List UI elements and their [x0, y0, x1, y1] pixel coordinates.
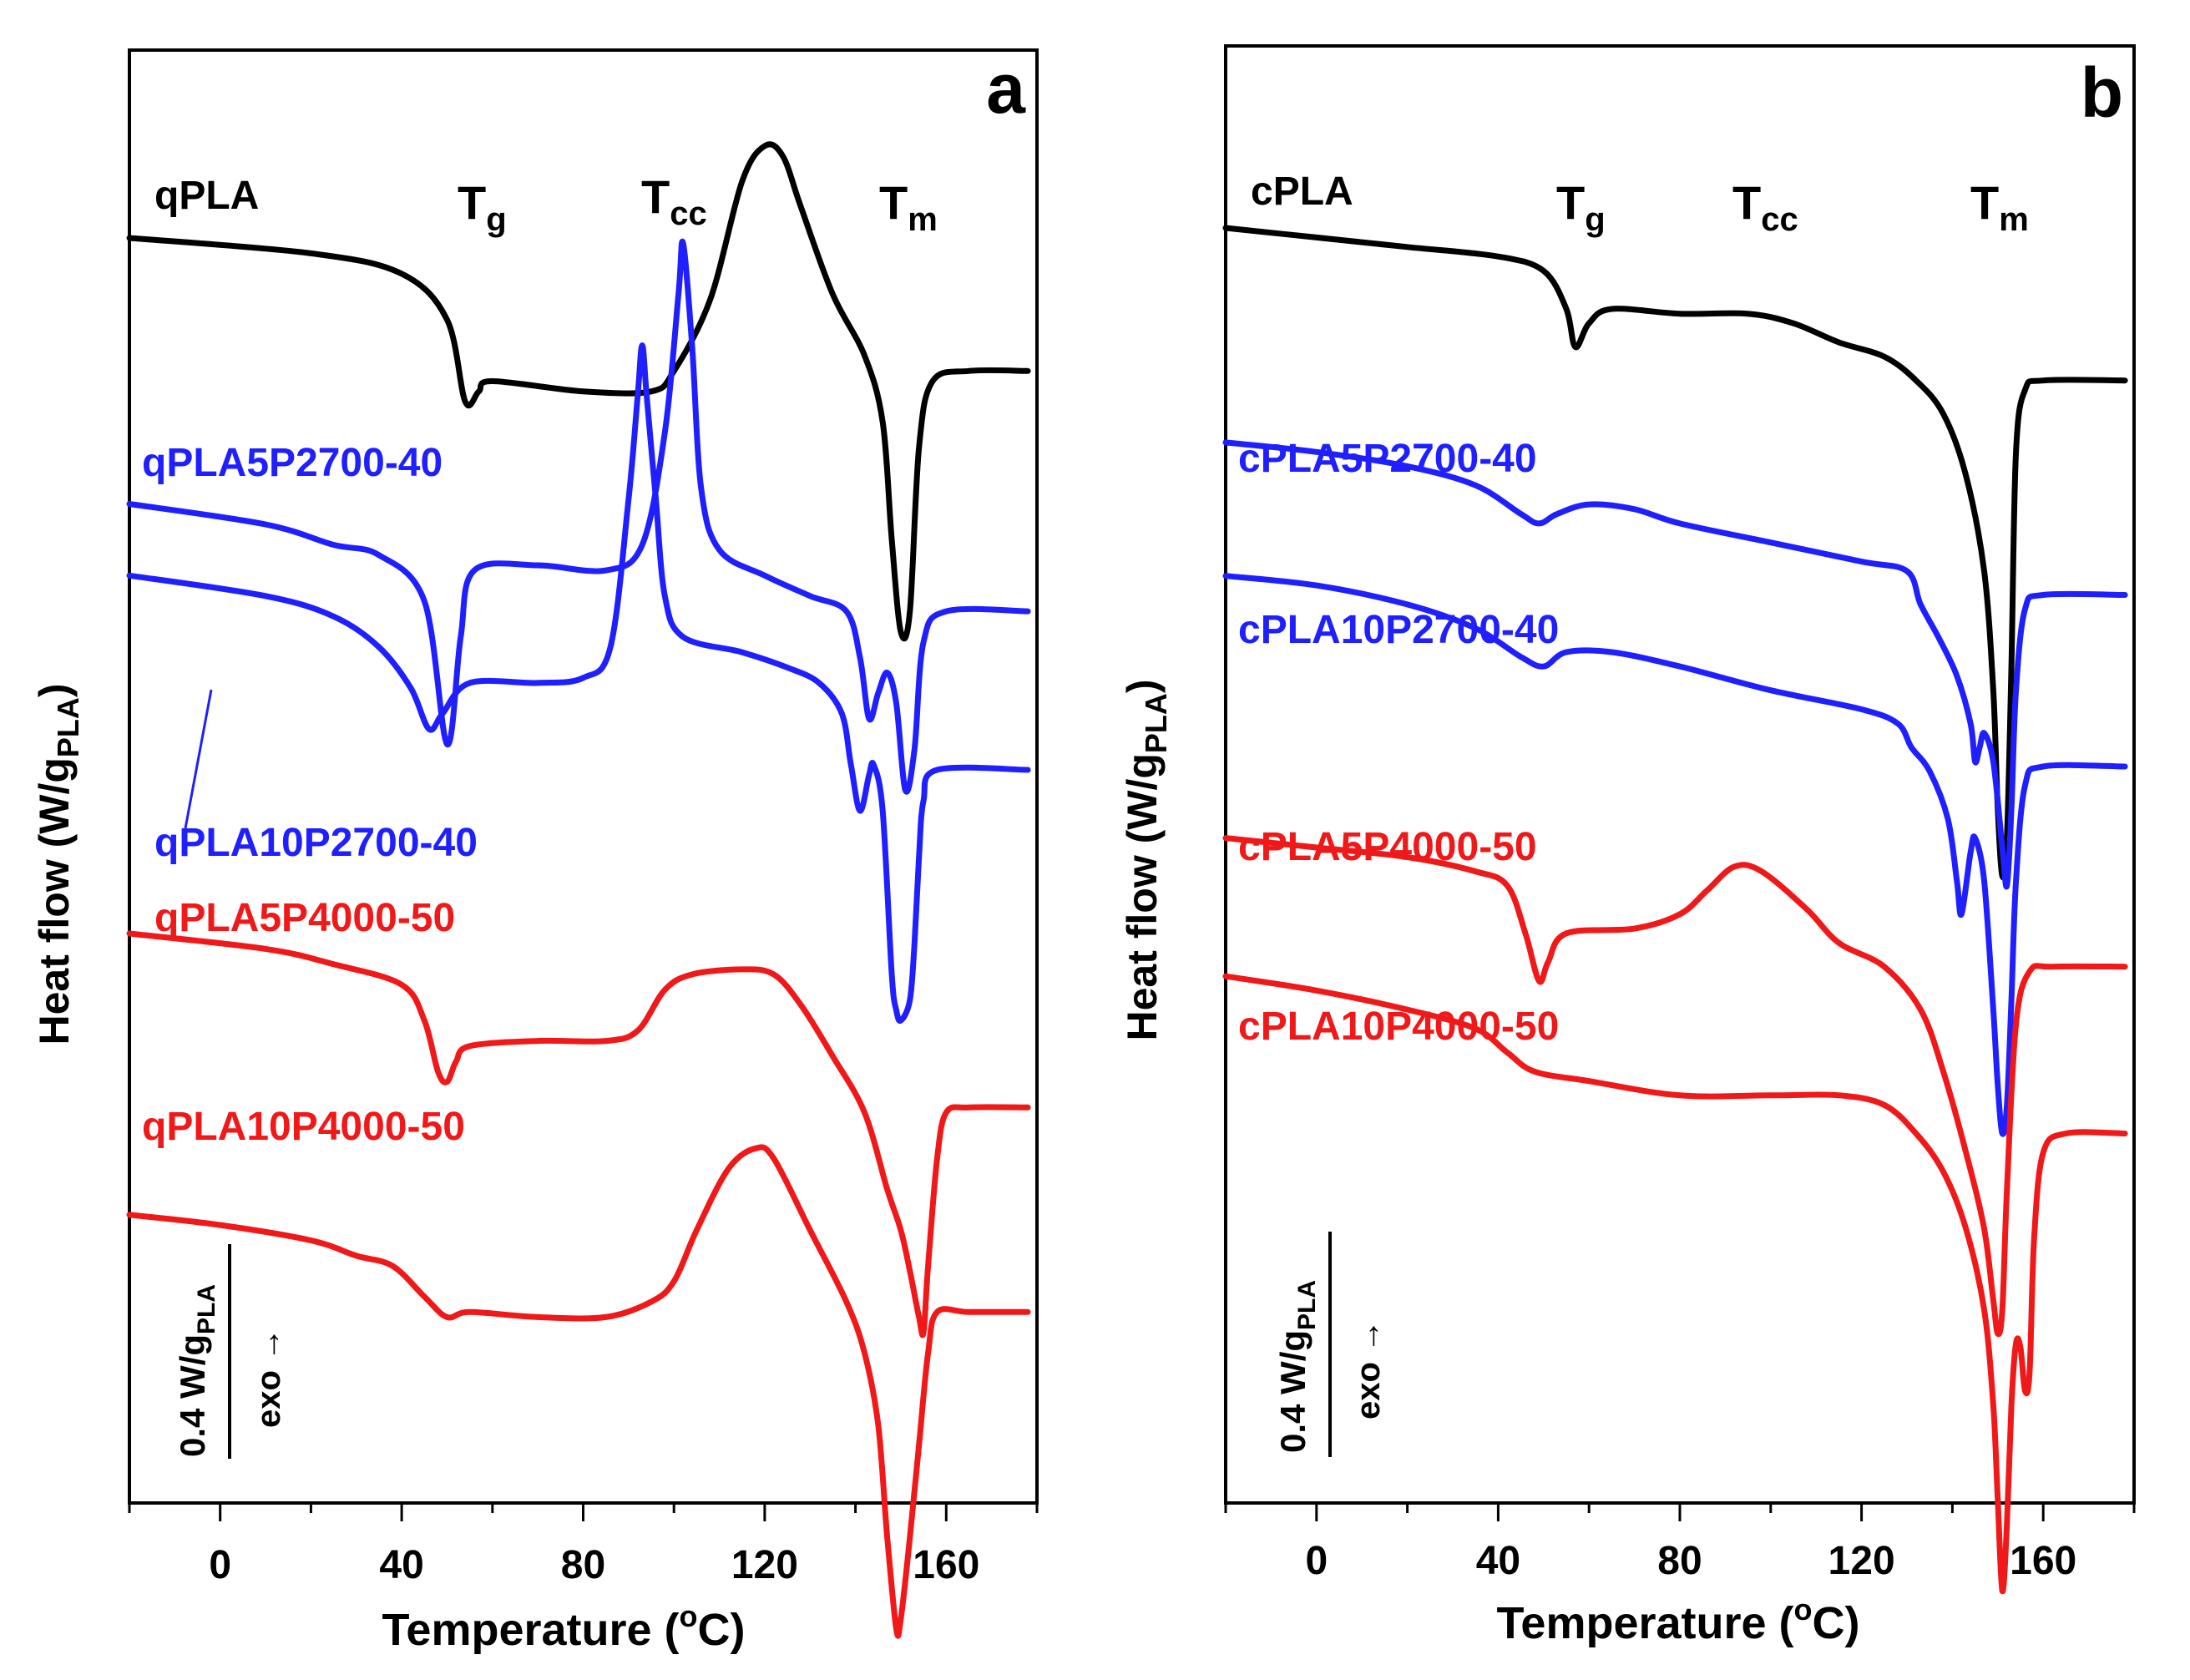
- series-label: qPLA10P4000-50: [142, 1105, 465, 1149]
- series-line-cpla: [1222, 225, 2128, 881]
- x-axis-label: Temperature (oC): [382, 1599, 745, 1655]
- series-line-cpla10p2700-40: [1222, 573, 2128, 1137]
- scale-bar-label: 0.4 W/gPLA: [173, 1284, 220, 1457]
- series-label: cPLA10P4000-50: [1238, 1004, 1559, 1049]
- series-line-qpla5p4000-50: [126, 930, 1031, 1338]
- series-line-qpla: [126, 141, 1031, 642]
- series-label: cPLA5P2700-40: [1238, 437, 1537, 481]
- tg-label: Tg: [1556, 176, 1606, 238]
- series-label: qPLA5P2700-40: [142, 441, 443, 485]
- panel-label: a: [986, 49, 1026, 128]
- x-ticks: 0 40 80 120 160: [128, 1503, 1039, 1587]
- series-line-qpla5p2700-40: [126, 238, 1031, 795]
- exo-label: exo →: [1350, 1319, 1387, 1419]
- x-tick-label: 0: [209, 1543, 231, 1587]
- series-label: qPLA10P2700-40: [154, 821, 478, 865]
- y-axis-label: Heat flow (W/gPLA): [31, 683, 85, 1045]
- tm-label: Tm: [1970, 176, 2029, 238]
- x-tick-label: 0: [1305, 1539, 1328, 1583]
- exo-label: exo →: [250, 1328, 287, 1428]
- x-axis-label: Temperature (oC): [1496, 1592, 1859, 1648]
- tm-label: Tm: [879, 176, 938, 238]
- series-line-cpla5p2700-40: [1222, 439, 2128, 890]
- curves: [126, 141, 1031, 1639]
- x-tick-label: 160: [913, 1543, 979, 1587]
- x-tick-label: 80: [561, 1543, 605, 1587]
- label-pointer-line: [184, 689, 213, 829]
- series-label: qPLA: [154, 174, 259, 218]
- x-tick-label: 120: [1828, 1539, 1895, 1583]
- x-tick-label: 40: [1476, 1539, 1520, 1583]
- tg-label: Tg: [458, 176, 507, 238]
- x-ticks: 0 40 80 120 160: [1224, 1503, 2136, 1583]
- scale-bar-label: 0.4 W/gPLA: [1273, 1280, 1321, 1453]
- x-tick-label: 160: [2010, 1539, 2076, 1583]
- series-label: cPLA: [1251, 170, 1353, 214]
- series-line-cpla10p4000-50: [1222, 973, 2128, 1595]
- x-tick-label: 80: [1657, 1539, 1702, 1583]
- panel-a: a Heat flow (W/gPLA) Temperature (oC) Tg…: [31, 48, 1039, 1655]
- x-tick-label: 40: [379, 1543, 423, 1587]
- series-line-cpla5p4000-50: [1222, 835, 2128, 1338]
- x-tick-label: 120: [731, 1543, 798, 1587]
- series-label: cPLA10P2700-40: [1238, 608, 1559, 652]
- series-label: qPLA5P4000-50: [154, 896, 455, 940]
- panel-b: b Heat flow (W/gPLA) Temperature (oC) Tg…: [1119, 44, 2136, 1648]
- tcc-label: Tcc: [1732, 176, 1798, 238]
- panel-label: b: [2081, 53, 2123, 132]
- y-axis-label: Heat flow (W/gPLA): [1119, 679, 1173, 1040]
- curves: [1222, 225, 2128, 1595]
- series-label: cPLA5P4000-50: [1238, 825, 1537, 869]
- series-line-qpla10p2700-40: [126, 342, 1031, 1025]
- series-labels: cPLA cPLA5P2700-40 cPLA10P2700-40 cPLA5P400…: [1238, 170, 1559, 1049]
- series-labels: qPLA qPLA5P2700-40 qPLA10P2700-40 qPLA5P400…: [142, 174, 478, 1149]
- series-line-qpla10p4000-50: [126, 1144, 1031, 1639]
- tcc-label: Tcc: [641, 170, 707, 232]
